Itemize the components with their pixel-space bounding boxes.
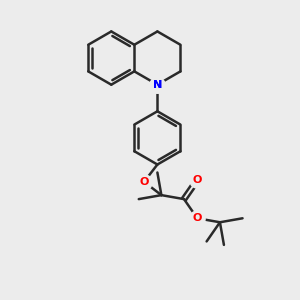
Text: N: N <box>153 80 162 90</box>
Text: N: N <box>153 80 162 90</box>
Text: O: O <box>193 213 202 223</box>
Text: O: O <box>140 177 149 187</box>
Text: O: O <box>193 175 202 185</box>
